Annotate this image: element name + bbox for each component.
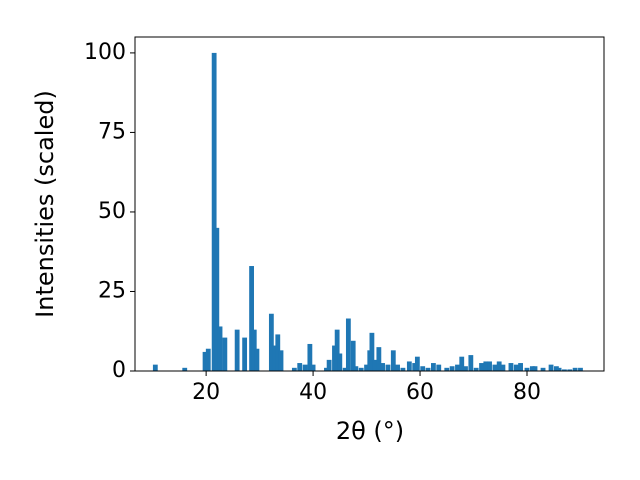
bar (524, 367, 530, 371)
y-tick-label: 75 (98, 119, 126, 144)
bar (242, 337, 248, 371)
bar (275, 334, 281, 371)
bar (350, 340, 356, 371)
bar (307, 343, 313, 371)
bar (400, 367, 406, 371)
y-tick-label: 100 (84, 40, 126, 65)
bar (463, 366, 468, 371)
bar (430, 363, 436, 371)
bar (337, 353, 343, 371)
bar (532, 366, 538, 371)
bar (324, 367, 329, 371)
plot-frame (134, 36, 605, 372)
bar (214, 227, 220, 371)
y-axis-label: Intensities (scaled) (31, 90, 59, 318)
bar (449, 366, 455, 371)
bar (567, 369, 573, 371)
bar (297, 363, 303, 371)
x-tick-label: 60 (406, 380, 434, 405)
bar (376, 347, 382, 371)
bar (291, 367, 297, 371)
bar (390, 350, 396, 371)
bar (436, 364, 442, 371)
y-tick-label: 50 (98, 199, 126, 224)
bar (496, 361, 502, 371)
y-tick-label: 0 (112, 358, 126, 383)
bar (459, 356, 465, 371)
bar (369, 332, 375, 371)
bar (254, 348, 260, 371)
bar (278, 350, 284, 371)
bar (272, 345, 277, 371)
bar (251, 329, 257, 371)
x-tick-label: 20 (192, 380, 220, 405)
bar (444, 367, 450, 371)
bar (572, 367, 578, 371)
bar (372, 359, 378, 371)
bar (553, 366, 559, 371)
bar (414, 356, 420, 371)
bar (249, 266, 254, 371)
bar (345, 318, 351, 371)
bar (556, 367, 562, 371)
bar (332, 345, 337, 371)
bar (182, 367, 188, 371)
bar (364, 364, 369, 371)
bar (529, 366, 535, 371)
x-axis-label: 2θ (°) (336, 417, 404, 445)
bar (487, 361, 492, 371)
bar (425, 367, 431, 371)
bar (358, 367, 364, 371)
bar (468, 355, 474, 371)
x-tick-label: 80 (513, 380, 541, 405)
bar (395, 364, 400, 371)
bar (578, 367, 583, 371)
bar (211, 52, 217, 372)
bar (234, 329, 240, 371)
bar (380, 363, 386, 371)
bar (492, 364, 498, 371)
bar (152, 364, 158, 371)
bar (326, 359, 332, 371)
bar (455, 364, 460, 371)
bar (540, 367, 546, 371)
bar (202, 351, 208, 371)
bar (412, 363, 418, 371)
bar (353, 366, 359, 371)
bar (342, 367, 348, 371)
bar (205, 348, 211, 371)
bar (406, 361, 412, 371)
bar (217, 326, 223, 371)
bar (562, 369, 567, 371)
bar (334, 329, 340, 371)
bar (518, 363, 523, 371)
bar (420, 366, 426, 371)
y-tick-label: 25 (98, 278, 126, 303)
bar (500, 364, 506, 371)
bar (483, 361, 489, 371)
bar (479, 363, 484, 371)
bar (508, 363, 514, 371)
bar (302, 364, 308, 371)
bar (268, 313, 274, 371)
bar (548, 364, 554, 371)
bar (473, 367, 479, 371)
bar (222, 337, 228, 371)
bar (310, 364, 316, 371)
bar (385, 364, 391, 371)
x-tick-label: 40 (299, 380, 327, 405)
bar (513, 364, 519, 371)
